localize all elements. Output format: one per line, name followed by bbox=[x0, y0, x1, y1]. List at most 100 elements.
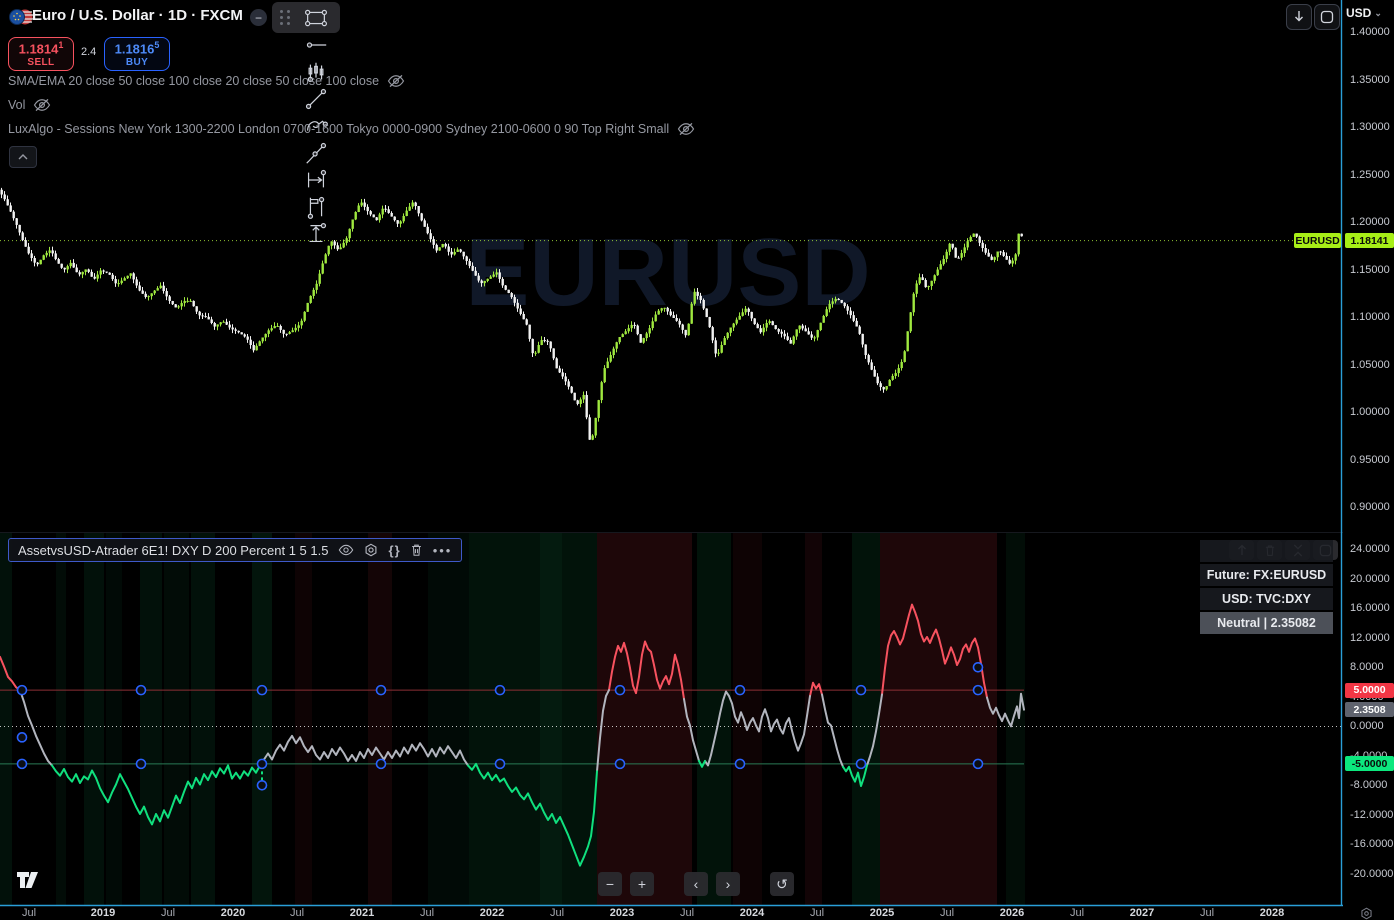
tool-zigzag-arrow-icon[interactable] bbox=[298, 0, 334, 4]
price-tick-label: 1.20000 bbox=[1350, 216, 1390, 228]
tool-horizontal-ray-icon[interactable] bbox=[298, 31, 334, 58]
reset-chart-button[interactable]: ↺ bbox=[770, 872, 794, 896]
price-tick-label: 0.90000 bbox=[1350, 501, 1390, 513]
delete-icon[interactable] bbox=[410, 543, 423, 557]
indicator-row-sma-ema[interactable]: SMA/EMA 20 close 50 close 100 close 20 c… bbox=[8, 74, 405, 88]
buy-label: BUY bbox=[125, 56, 149, 68]
symbol-title[interactable]: Euro / U.S. Dollar · 1D · FXCM bbox=[32, 7, 243, 24]
legend-row: Future: FX:EURUSD bbox=[1200, 564, 1333, 586]
price-tick-label: 1.05000 bbox=[1350, 358, 1390, 371]
time-tick-year: 2027 bbox=[1129, 907, 1155, 919]
indicator-label: SMA/EMA 20 close 50 close 100 close 20 c… bbox=[8, 74, 380, 88]
time-tick-year: 2028 bbox=[1259, 907, 1285, 919]
indicator-legend-table: Future: FX:EURUSD USD: TVC:DXY Neutral | 2… bbox=[1200, 540, 1333, 636]
sell-button[interactable]: 1.18141 SELL bbox=[8, 37, 74, 71]
time-tick-month: Jul bbox=[549, 907, 565, 919]
value-tick-label: 8.0000 bbox=[1350, 661, 1384, 673]
price-tick-label: 1.00000 bbox=[1350, 406, 1390, 418]
tool-flag-line-icon[interactable] bbox=[298, 193, 334, 220]
eye-off-icon[interactable] bbox=[387, 74, 405, 88]
time-axis-settings-icon[interactable] bbox=[1360, 907, 1373, 920]
symbol-price-flag[interactable]: EURUSD bbox=[1294, 233, 1341, 248]
price-axis[interactable]: USD ⌄ 1.40000 1.35000 1.30000 1.25000 1.2000… bbox=[1343, 0, 1394, 920]
fullscreen-frame-icon bbox=[1320, 10, 1334, 24]
fullscreen-button[interactable] bbox=[1314, 4, 1340, 30]
lower-indicator-title: AssetvsUSD-Atrader 6E1! DXY D 200 Percen… bbox=[18, 542, 329, 558]
level-value-tag: 5.0000 bbox=[1345, 682, 1394, 698]
buy-price: 1.1816 bbox=[114, 40, 155, 56]
tool-price-range-icon[interactable] bbox=[298, 220, 334, 247]
time-tick-year: 2019 bbox=[90, 907, 116, 919]
eurusd-pair-icon bbox=[8, 8, 34, 31]
settings-icon[interactable] bbox=[364, 543, 378, 557]
indicator-row-vol[interactable]: Vol bbox=[8, 98, 51, 112]
eye-off-icon[interactable] bbox=[33, 98, 51, 112]
download-image-button[interactable] bbox=[1286, 4, 1312, 30]
value-tick-label: -16.0000 bbox=[1350, 838, 1394, 850]
time-tick-month: Jul bbox=[21, 907, 37, 919]
tool-bar-pattern-icon[interactable] bbox=[298, 58, 334, 85]
tool-brush-icon[interactable] bbox=[298, 112, 334, 139]
collapse-legend-button[interactable] bbox=[9, 146, 37, 168]
scroll-right-button[interactable]: › bbox=[716, 872, 740, 896]
indicator-label: Vol bbox=[8, 98, 26, 112]
value-tick-label: -12.0000 bbox=[1350, 808, 1394, 821]
legend-row: Neutral | 2.35082 bbox=[1200, 612, 1333, 634]
toolbar-drag-handle-icon[interactable] bbox=[280, 10, 291, 25]
currency-toggle-button[interactable]: USD ⌄ bbox=[1346, 6, 1382, 20]
time-tick-year: 2024 bbox=[739, 907, 765, 919]
indicator-row-luxalgo-sessions[interactable]: LuxAlgo - Sessions New York 1300-2200 Lo… bbox=[8, 122, 695, 136]
value-tick-label: 12.0000 bbox=[1350, 631, 1390, 644]
tool-date-range-icon[interactable] bbox=[298, 166, 334, 193]
download-arrow-icon bbox=[1295, 11, 1303, 22]
buy-button[interactable]: 1.18165 BUY bbox=[104, 37, 170, 71]
value-tick-label: 0.0000 bbox=[1350, 720, 1384, 732]
sell-label: SELL bbox=[27, 56, 55, 68]
level-value-tag: 2.3508 bbox=[1345, 702, 1394, 718]
source-code-icon[interactable]: { } bbox=[388, 542, 400, 558]
time-tick-month: Jul bbox=[1069, 907, 1085, 919]
currency-label: USD bbox=[1346, 6, 1372, 20]
price-tick-label: 1.30000 bbox=[1350, 121, 1390, 133]
time-tick-year: 2020 bbox=[220, 907, 246, 919]
time-tick-month: Jul bbox=[160, 907, 176, 919]
chevron-down-icon: ⌄ bbox=[1374, 7, 1382, 18]
zoom-out-button[interactable]: − bbox=[598, 872, 622, 896]
zoom-in-button[interactable]: + bbox=[630, 872, 654, 896]
chevron-up-icon bbox=[18, 154, 28, 160]
time-tick-month: Jul bbox=[289, 907, 305, 919]
time-axis[interactable]: Jul 2019 Jul 2020 Jul 2021 Jul 2022 Jul 2023 Jul 20… bbox=[0, 907, 1394, 920]
time-tick-month: Jul bbox=[679, 907, 695, 919]
current-price-tag: 1.18141 bbox=[1345, 233, 1394, 249]
value-tick-label: 16.0000 bbox=[1350, 602, 1390, 614]
lower-indicator-titlebar[interactable]: AssetvsUSD-Atrader 6E1! DXY D 200 Percen… bbox=[8, 538, 463, 562]
legend-row bbox=[1200, 540, 1333, 562]
tradingview-logo[interactable] bbox=[16, 870, 44, 895]
price-tick-label: 1.40000 bbox=[1350, 26, 1390, 38]
price-tick-label: 1.35000 bbox=[1350, 73, 1390, 86]
level-value-tag: -5.0000 bbox=[1345, 756, 1394, 772]
time-tick-month: Jul bbox=[939, 907, 955, 919]
time-tick-year: 2022 bbox=[479, 907, 505, 919]
tool-rectangle-icon[interactable] bbox=[298, 4, 334, 31]
tool-trend-line-icon[interactable] bbox=[298, 85, 334, 112]
eye-icon[interactable] bbox=[338, 544, 354, 556]
time-tick-year: 2025 bbox=[869, 907, 895, 919]
time-tick-year: 2026 bbox=[999, 907, 1025, 919]
value-tick-label: 24.0000 bbox=[1350, 543, 1390, 555]
tool-arrow-line-icon[interactable] bbox=[298, 139, 334, 166]
time-tick-month: Jul bbox=[809, 907, 825, 919]
drawing-toolbar bbox=[272, 0, 340, 242]
more-options-icon[interactable]: ••• bbox=[432, 542, 453, 558]
minimize-legend-button[interactable]: − bbox=[250, 9, 267, 26]
time-tick-month: Jul bbox=[1199, 907, 1215, 919]
value-tick-label: 20.0000 bbox=[1350, 572, 1390, 585]
price-tick-label: 1.15000 bbox=[1350, 263, 1390, 276]
price-tick-label: 0.95000 bbox=[1350, 453, 1390, 466]
eye-off-icon[interactable] bbox=[677, 122, 695, 136]
spread-value: 2.4 bbox=[81, 46, 97, 58]
indicator-label: LuxAlgo - Sessions New York 1300-2200 Lo… bbox=[8, 122, 670, 136]
scroll-left-button[interactable]: ‹ bbox=[684, 872, 708, 896]
